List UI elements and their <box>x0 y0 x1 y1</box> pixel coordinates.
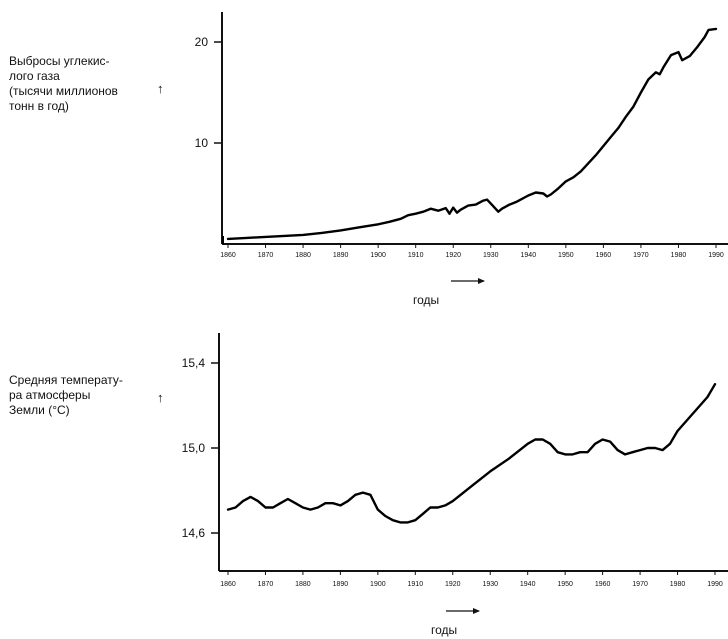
chart-2-ylabel: Средняя температу- ра атмосферы Земли (°… <box>9 373 123 417</box>
chart-2-xtick-label: 1980 <box>670 581 686 588</box>
chart-2-xtick-label: 1860 <box>220 581 236 588</box>
chart-2-xtick-label: 1890 <box>333 581 349 588</box>
chart-2-xlabel: годы <box>431 623 458 637</box>
chart-1-xtick-label: 1930 <box>483 252 499 259</box>
chart-1-ytick-label: 10 <box>195 136 209 150</box>
chart-2-ytick-label: 15,4 <box>182 356 206 370</box>
chart-1-series-line <box>226 27 718 241</box>
chart-2-xtick-label: 1920 <box>445 581 461 588</box>
chart-1-xtick-label: 1900 <box>370 252 386 259</box>
chart-2-xtick-label: 1870 <box>258 581 274 588</box>
chart-2-x-arrow-head <box>473 608 480 614</box>
chart-1-xtick-label: 1910 <box>408 252 424 259</box>
chart-1-x-arrow-head <box>478 278 485 284</box>
chart-1-ylabel: Выбросы углекис- лого газа (тысячи милли… <box>9 54 118 113</box>
chart-1-xtick-label: 1860 <box>220 252 236 259</box>
chart-2-xtick-label: 1950 <box>557 581 573 588</box>
chart-1-xtick-label: 1940 <box>521 252 537 259</box>
chart-2-xtick-label: 1940 <box>520 581 536 588</box>
chart-1-xtick-label: 1950 <box>558 252 574 259</box>
chart-2-xtick-label: 1970 <box>632 581 648 588</box>
chart-2-series-line <box>226 383 717 524</box>
chart-1-xtick-label: 1990 <box>708 252 724 259</box>
chart-1-xlabel: годы <box>413 293 440 307</box>
chart-2-ylabel-arrow: ↑ <box>157 390 164 405</box>
chart-1-xtick-label: 1960 <box>596 252 612 259</box>
chart-2-xtick-label: 1900 <box>370 581 386 588</box>
chart-1-xtick-label: 1920 <box>445 252 461 259</box>
chart-1-ytick-label: 20 <box>195 35 209 49</box>
chart-2-xtick-label: 1880 <box>295 581 311 588</box>
chart-2-ytick-label: 15,0 <box>182 441 206 455</box>
chart-1-ylabel-arrow: ↑ <box>157 81 164 96</box>
chart-2-xtick-label: 1930 <box>482 581 498 588</box>
chart-2-xtick-label: 1990 <box>707 581 723 588</box>
chart-1-xtick-label: 1980 <box>671 252 687 259</box>
chart-2-xtick-label: 1910 <box>408 581 424 588</box>
chart-1-xtick-label: 1890 <box>333 252 349 259</box>
chart-1-xtick-label: 1880 <box>295 252 311 259</box>
chart-2-ytick-label: 14,6 <box>182 526 206 540</box>
chart-2-xtick-label: 1960 <box>595 581 611 588</box>
chart-1-xtick-label: 1870 <box>258 252 274 259</box>
chart-1-xtick-label: 1970 <box>633 252 649 259</box>
